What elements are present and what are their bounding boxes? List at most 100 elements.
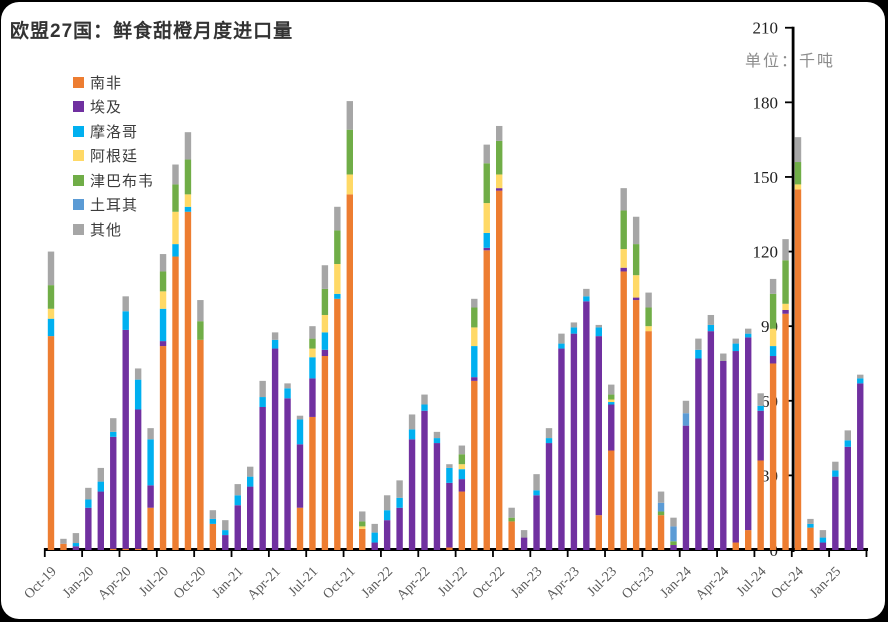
bar-segment-Oct-22 <box>496 174 503 189</box>
bar-segment-Jun-24 <box>745 333 752 338</box>
bar-segment-Jun-21 <box>296 415 304 420</box>
bar-segment-Apr-24 <box>720 360 727 550</box>
bar-segment-Sep-24 <box>782 313 789 550</box>
bar-segment-Jul-24 <box>757 405 764 411</box>
bar-segment-Sep-21 <box>334 298 341 550</box>
bar-segment-Nov-24 <box>807 527 814 550</box>
x-axis-tick-label: Oct-24 <box>769 564 807 602</box>
y-axis-tick <box>785 101 793 104</box>
x-axis-tick-label: Apr-24 <box>693 564 732 603</box>
bar-segment-Dec-20 <box>222 520 229 531</box>
axis-unit-label: 单位：千吨 <box>745 53 836 70</box>
legend-label: 埃及 <box>90 99 123 117</box>
bar-segment-Mar-20 <box>110 436 117 549</box>
bar-segment-Jan-22 <box>383 510 391 521</box>
bar-segment-Mar-22 <box>408 414 416 430</box>
bar-segment-Mar-21 <box>259 406 266 550</box>
bar-segment-Sep-23 <box>632 275 640 298</box>
bar-segment-Oct-24 <box>794 137 802 163</box>
bar-segment-Jun-24 <box>745 328 752 334</box>
bar-segment-Jun-22 <box>446 464 453 468</box>
bar-segment-Aug-21 <box>321 356 329 550</box>
bar-segment-Oct-24 <box>794 184 802 190</box>
legend-item-0: 南非 <box>73 70 154 95</box>
bar-segment-Feb-25 <box>844 440 851 447</box>
bar-segment-Sep-24 <box>782 303 789 311</box>
bar-segment-May-20 <box>134 409 142 549</box>
bar-segment-May-20 <box>134 548 142 550</box>
bar-segment-Jan-23 <box>533 490 540 496</box>
bar-segment-Aug-21 <box>321 288 329 315</box>
bar-segment-Jul-21 <box>309 348 316 358</box>
bar-segment-Jun-23 <box>595 327 602 337</box>
legend-item-3: 阿根廷 <box>73 144 154 169</box>
legend-swatch-icon <box>73 150 84 162</box>
bar-segment-May-24 <box>732 351 739 543</box>
bar-segment-Dec-19 <box>72 543 80 547</box>
bar-segment-Oct-21 <box>346 101 353 130</box>
bar-segment-Jul-20 <box>159 291 167 309</box>
x-axis-tick <box>492 548 494 557</box>
bar-segment-Mar-23 <box>558 348 565 550</box>
bar-segment-Oct-24 <box>794 162 802 185</box>
y-axis-tick-label: 120 <box>753 243 779 262</box>
x-axis-tick-label: Oct-19 <box>22 564 60 602</box>
bar-segment-May-24 <box>732 343 739 352</box>
bar-segment-Jul-23 <box>608 399 615 403</box>
x-axis-tick-label: Jul-20 <box>137 564 172 599</box>
bar-segment-Oct-20 <box>197 321 204 340</box>
bar-segment-Jul-21 <box>309 338 316 349</box>
bar-segment-Feb-25 <box>844 430 851 441</box>
bar-segment-Sep-22 <box>483 203 490 233</box>
bar-segment-Aug-23 <box>620 271 627 550</box>
bar-segment-Oct-23 <box>645 326 652 332</box>
bar-segment-Dec-23 <box>670 517 677 527</box>
bar-segment-May-21 <box>284 398 291 550</box>
bar-segment-Oct-24 <box>794 189 802 550</box>
bar-segment-Aug-23 <box>620 210 627 250</box>
bar-segment-Feb-23 <box>545 428 553 439</box>
bar-segment-May-22 <box>433 443 441 550</box>
bar-segment-Dec-21 <box>371 542 378 550</box>
bar-segment-May-22 <box>433 431 441 439</box>
bar-segment-Apr-20 <box>122 296 129 312</box>
bar-segment-Aug-23 <box>620 267 627 272</box>
bar-segment-Oct-20 <box>197 339 204 550</box>
bar-segment-Jun-22 <box>446 547 453 550</box>
bar-segment-Jan-21 <box>234 484 241 496</box>
x-axis-tick <box>193 548 196 557</box>
bar-segment-Dec-24 <box>819 530 827 538</box>
bar-segment-Nov-24 <box>807 523 814 528</box>
bar-segment-Aug-20 <box>172 256 179 550</box>
bar-segment-Apr-21 <box>271 332 279 340</box>
bar-segment-Mar-23 <box>558 343 565 349</box>
bar-segment-Nov-23 <box>657 515 665 550</box>
x-axis-tick <box>753 548 756 557</box>
bar-segment-Apr-23 <box>570 327 578 334</box>
bar-segment-Feb-22 <box>396 507 403 550</box>
x-axis-tick-label: Jan-21 <box>210 564 247 601</box>
x-axis-tick <box>454 548 457 557</box>
bar-segment-Nov-23 <box>657 491 665 503</box>
bar-segment-Feb-24 <box>695 338 702 350</box>
bar-segment-Jul-21 <box>309 416 316 550</box>
x-axis-tick-label: Jul-21 <box>286 564 321 599</box>
bar-segment-Jan-25 <box>832 461 839 471</box>
bar-segment-Jun-22 <box>446 467 453 483</box>
bar-segment-Nov-21 <box>359 521 366 527</box>
bar-segment-Aug-20 <box>172 164 179 185</box>
bar-segment-Apr-21 <box>271 348 279 550</box>
bar-segment-Aug-20 <box>172 211 179 245</box>
x-axis-tick <box>865 548 868 557</box>
bar-segment-Oct-19 <box>47 318 55 337</box>
bar-segment-Jul-21 <box>309 326 316 339</box>
bar-segment-Mar-24 <box>707 324 715 332</box>
y-axis-tick-label: 210 <box>753 19 779 38</box>
legend-swatch-icon <box>73 125 84 137</box>
bar-segment-Jan-20 <box>85 487 92 500</box>
bar-segment-Aug-22 <box>471 327 478 347</box>
legend-label: 摩洛哥 <box>90 123 139 141</box>
y-axis-line <box>791 26 795 553</box>
bar-segment-Mar-23 <box>558 333 565 344</box>
